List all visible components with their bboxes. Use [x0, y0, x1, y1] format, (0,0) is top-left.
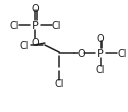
Text: Cl: Cl: [55, 78, 64, 88]
Text: O: O: [31, 37, 39, 47]
Text: P: P: [97, 49, 104, 59]
Text: Cl: Cl: [9, 20, 19, 30]
Text: O: O: [77, 49, 85, 59]
Text: Cl: Cl: [117, 49, 126, 59]
Text: O: O: [31, 3, 39, 13]
Text: Cl: Cl: [96, 65, 105, 75]
Text: Cl: Cl: [52, 20, 61, 30]
Text: Cl: Cl: [20, 41, 29, 51]
Text: P: P: [32, 20, 39, 30]
Text: O: O: [97, 34, 104, 44]
